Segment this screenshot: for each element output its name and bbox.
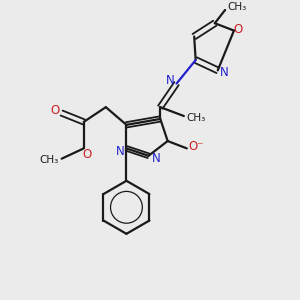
Text: N: N xyxy=(166,74,174,87)
Text: O: O xyxy=(234,22,243,36)
Text: CH₃: CH₃ xyxy=(40,155,59,165)
Text: O: O xyxy=(82,148,91,161)
Text: N: N xyxy=(116,145,124,158)
Text: O: O xyxy=(50,103,60,117)
Text: O⁻: O⁻ xyxy=(188,140,203,153)
Text: CH₃: CH₃ xyxy=(187,113,206,123)
Text: N: N xyxy=(220,66,229,79)
Text: N: N xyxy=(152,152,160,165)
Text: CH₃: CH₃ xyxy=(227,2,247,12)
